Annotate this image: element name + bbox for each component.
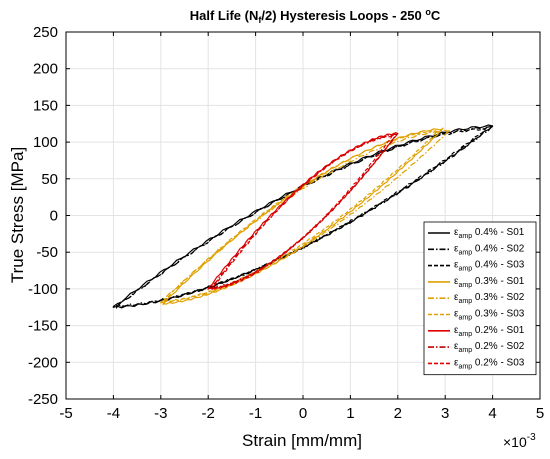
loop-series-3 (116, 126, 487, 310)
y-tick-label: 50 (41, 171, 58, 188)
x-multiplier: ×10-3 (503, 432, 536, 450)
y-tick-label: 200 (33, 61, 58, 78)
y-tick-label: 150 (33, 97, 58, 114)
y-axis-label: True Stress [MPa] (8, 147, 27, 283)
legend-entry: εamp 0.4% - S03 (454, 260, 525, 273)
legend-entry: εamp 0.4% - S01 (454, 227, 525, 240)
y-tick-label: 0 (50, 208, 58, 225)
x-tick-label: -5 (59, 405, 72, 422)
loop-series-9 (211, 134, 394, 290)
x-tick-label: -4 (107, 405, 120, 422)
x-tick-label: 4 (488, 405, 496, 422)
legend-entry: εamp 0.3% - S02 (454, 292, 525, 305)
y-tick-label: 100 (33, 134, 58, 151)
x-tick-label: -2 (202, 405, 215, 422)
x-tick-label: 0 (299, 405, 307, 422)
loop-series-6 (162, 130, 440, 304)
legend-entry: εamp 0.4% - S02 (454, 243, 525, 256)
legend-entry: εamp 0.3% - S01 (454, 276, 525, 289)
chart-title: Half Life (Nf/2) Hysteresis Loops - 250 … (190, 7, 441, 25)
legend-entry: εamp 0.3% - S03 (454, 309, 525, 322)
y-tick-label: -100 (28, 281, 58, 298)
y-tick-label: -200 (28, 354, 58, 371)
loop-series-5 (160, 129, 451, 304)
legend-entry: εamp 0.2% - S02 (454, 341, 525, 354)
x-tick-label: 3 (441, 405, 449, 422)
y-tick-label: 250 (33, 24, 58, 41)
y-tick-label: -250 (28, 391, 58, 408)
x-axis-label: Strain [mm/mm] (242, 431, 362, 450)
legend: εamp 0.4% - S01 εamp 0.4% - S02 εamp 0.4% … (423, 221, 537, 376)
y-tick-label: -50 (36, 244, 58, 261)
x-tick-label: 2 (394, 405, 402, 422)
x-tick-label: -3 (154, 405, 167, 422)
hysteresis-loops (112, 124, 494, 310)
legend-entry: εamp 0.2% - S01 (454, 325, 525, 338)
x-tick-label: 5 (536, 405, 544, 422)
x-tick-label: -1 (249, 405, 262, 422)
legend-entry: εamp 0.2% - S03 (454, 357, 525, 370)
x-tick-label: 1 (346, 405, 354, 422)
y-tick-label: -150 (28, 318, 58, 335)
axis-ticks: -5 -4 -3 -2 -1 0 1 2 3 4 5 -250 -200 -150 -100 -50 0 50 10… (28, 24, 544, 422)
